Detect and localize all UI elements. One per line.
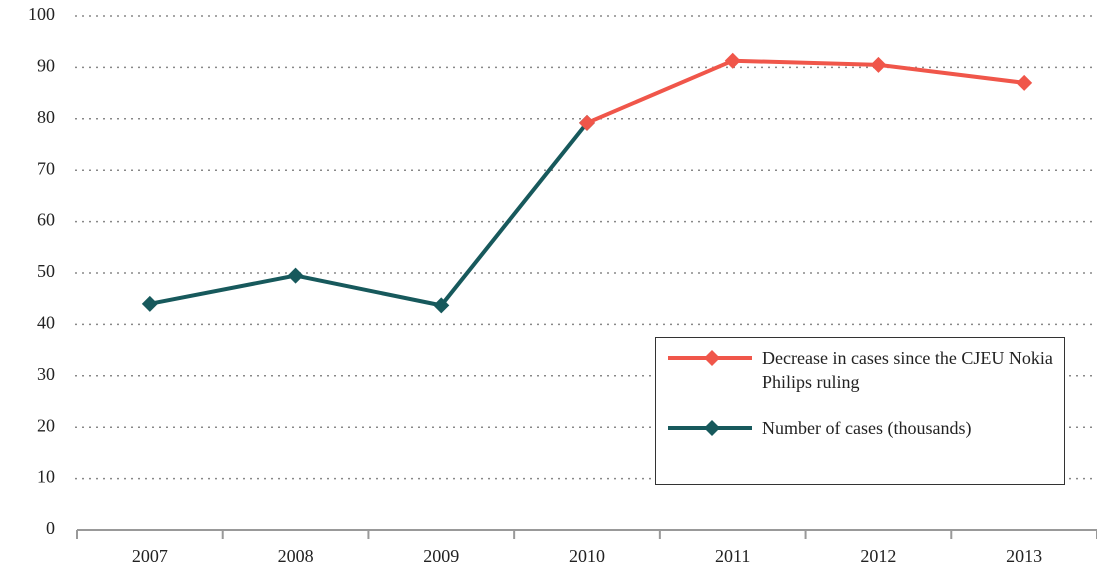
x-tick-label: 2009 [423, 546, 459, 566]
point [287, 267, 304, 284]
legend-item: Decrease in cases since the CJEU Nokia P… [656, 346, 1062, 394]
legend-marker [668, 350, 752, 366]
point [724, 52, 741, 69]
x-tick-label: 2012 [860, 546, 896, 566]
point [579, 114, 595, 131]
legend-marker [668, 420, 752, 436]
y-tick-label: 10 [37, 467, 55, 487]
legend-item: Number of cases (thousands) [656, 416, 1062, 440]
y-tick-label: 0 [46, 518, 55, 538]
x-tick-label: 2013 [1006, 546, 1042, 566]
x-tick-label: 2008 [278, 546, 314, 566]
y-tick-label: 50 [37, 261, 55, 281]
y-tick-label: 20 [37, 415, 55, 435]
legend-label: Number of cases (thousands) [762, 418, 972, 438]
series-line [149, 121, 589, 308]
legend-diamond [704, 420, 720, 436]
y-tick-label: 30 [37, 364, 55, 384]
point [870, 56, 887, 73]
y-tick-label: 80 [37, 107, 55, 127]
x-tick-label: 2011 [715, 546, 750, 566]
y-tick-label: 60 [37, 210, 55, 230]
series-line [586, 58, 1025, 125]
y-tick-label: 40 [37, 313, 55, 333]
legend: Decrease in cases since the CJEU Nokia P… [655, 337, 1065, 485]
y-tick-label: 100 [28, 4, 55, 24]
x-tick-label: 2010 [569, 546, 605, 566]
y-tick-label: 70 [37, 158, 55, 178]
x-tick-label: 2007 [132, 546, 168, 566]
point [141, 295, 158, 312]
legend-diamond [704, 350, 720, 366]
point [1016, 74, 1033, 91]
y-tick-label: 90 [37, 56, 55, 76]
legend-label: Decrease in cases since the CJEU Nokia P… [762, 348, 1053, 392]
point [433, 297, 450, 314]
